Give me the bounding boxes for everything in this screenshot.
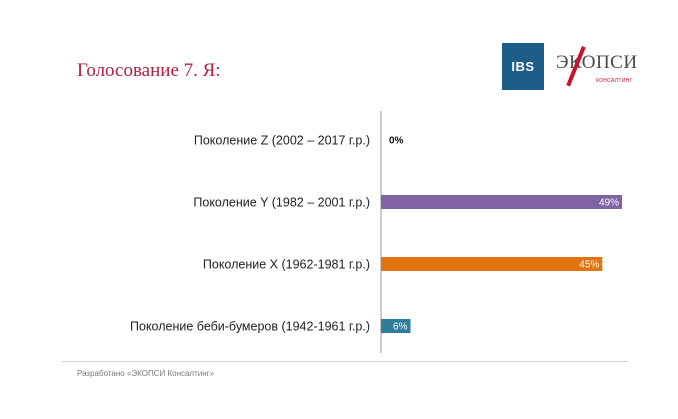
category-label: Поколение беби-бумеров (1942-1961 г.р.): [130, 320, 370, 334]
ecopsy-logo: ЭКОПСИ КОНСАЛТИНГ: [556, 46, 637, 92]
page-title: Голосование 7. Я:: [77, 60, 221, 81]
data-label: 6%: [393, 322, 408, 333]
footer-divider: [62, 361, 628, 362]
category-label: Поколение X (1962-1981 г.р.): [203, 258, 370, 272]
bar: [381, 195, 622, 209]
category-label: Поколение Z (2002 – 2017 г.р.): [194, 134, 370, 148]
ibs-logo-text: IBS: [511, 59, 535, 74]
ecopsy-logo-subtext: КОНСАЛТИНГ: [596, 78, 633, 84]
category-label: Поколение Y (1982 – 2001 г.р.): [193, 196, 370, 210]
bar: [381, 319, 411, 333]
footer-text: Разработано «ЭКОПСИ Консалтинг»: [77, 369, 215, 378]
data-label: 45%: [579, 260, 599, 271]
bar: [381, 257, 603, 271]
ibs-logo: IBS: [502, 43, 544, 90]
data-label: 49%: [599, 198, 619, 209]
data-label: 0%: [389, 136, 404, 147]
